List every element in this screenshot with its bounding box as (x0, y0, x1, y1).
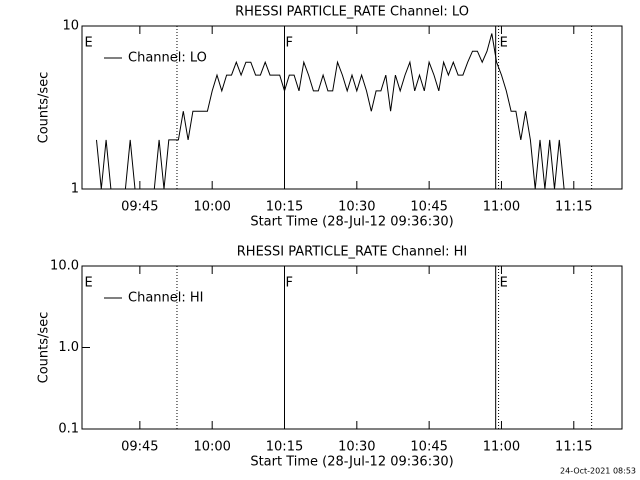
x-tick-label: 10:15 (266, 200, 303, 215)
y-tick-label: 0.1 (58, 422, 79, 437)
flag-label: E (84, 276, 92, 291)
legend-label: Channel: LO (128, 51, 207, 66)
x-tick-label: 10:15 (266, 440, 303, 455)
y-tick-label: 1 (71, 182, 79, 197)
flag-label: F (286, 276, 293, 291)
chart-title: RHESSI PARTICLE_RATE Channel: LO (235, 5, 469, 20)
chart-title: RHESSI PARTICLE_RATE Channel: HI (237, 245, 467, 260)
flag-label: E (500, 36, 508, 51)
x-tick-label: 09:45 (121, 440, 158, 455)
y-tick-label: 1.0 (58, 340, 79, 355)
y-axis-label: Counts/sec (37, 72, 52, 144)
plot-frame (81, 25, 623, 190)
timestamp: 24-Oct-2021 08:53 (560, 467, 636, 476)
flag-label: E (84, 36, 92, 51)
y-axis-label: Counts/sec (37, 312, 52, 384)
x-tick-label: 10:00 (193, 440, 230, 455)
flag-label: F (286, 36, 293, 51)
flag-label: E (500, 276, 508, 291)
x-tick-label: 11:00 (483, 200, 520, 215)
x-tick-label: 10:30 (338, 200, 375, 215)
x-tick-label: 09:45 (121, 200, 158, 215)
x-tick-label: 10:45 (410, 440, 447, 455)
x-axis-label: Start Time (28-Jul-12 09:36:30) (250, 215, 453, 230)
x-tick-label: 10:45 (410, 200, 447, 215)
legend-label: Channel: HI (128, 291, 204, 306)
x-tick-label: 10:00 (193, 200, 230, 215)
y-tick-label: 10.0 (50, 259, 79, 274)
x-tick-label: 11:15 (555, 200, 592, 215)
x-tick-label: 11:00 (483, 440, 520, 455)
x-axis-label: Start Time (28-Jul-12 09:36:30) (250, 455, 453, 470)
x-tick-label: 11:15 (555, 440, 592, 455)
x-tick-label: 10:30 (338, 440, 375, 455)
y-tick-label: 10 (62, 19, 79, 34)
data-line (96, 33, 569, 190)
